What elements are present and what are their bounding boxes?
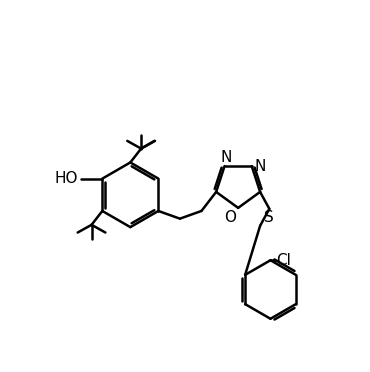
Text: N: N <box>255 158 266 174</box>
Text: O: O <box>224 210 236 225</box>
Text: HO: HO <box>55 171 78 186</box>
Text: Cl: Cl <box>276 253 291 268</box>
Text: N: N <box>221 150 232 164</box>
Text: S: S <box>265 211 274 225</box>
